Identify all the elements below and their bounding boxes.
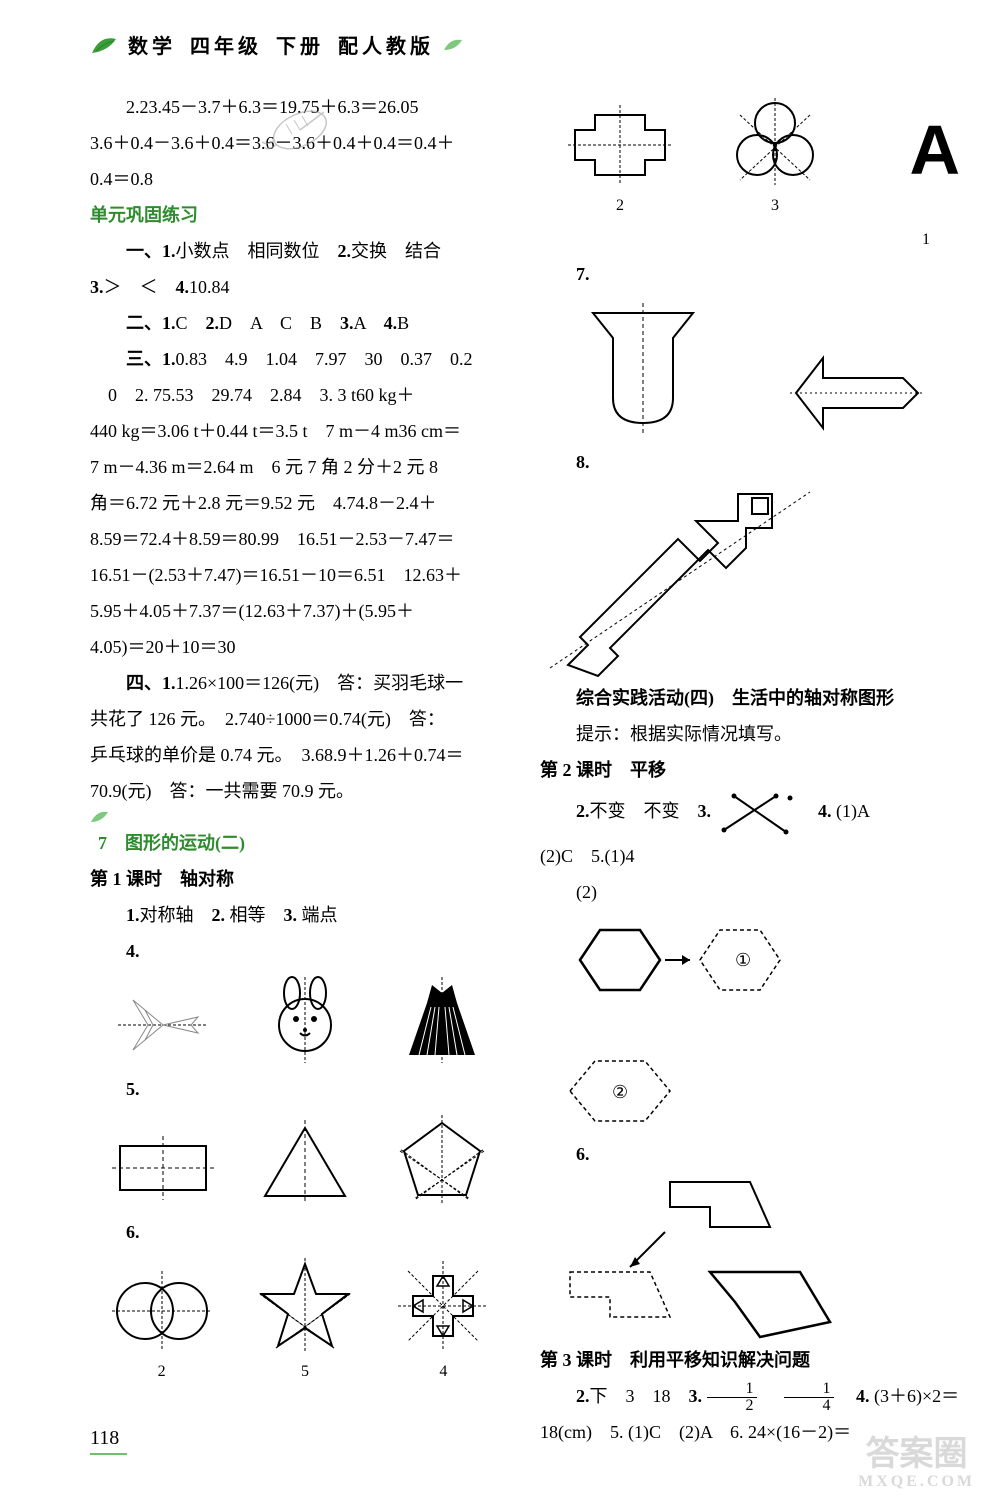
big-letter-a: A: [909, 110, 960, 190]
content-columns: 2.23.45－3.7＋6.3＝19.75＋6.3＝26.05 3.6＋0.4－…: [90, 89, 960, 1450]
hexagon-dashed-figure-icon: ②: [540, 1046, 700, 1136]
chapter-7-title: 7 图形的运动(二): [90, 809, 510, 861]
figure-row-4: [90, 975, 510, 1065]
text-line: 乒乓球的单价是 0.74 元。 3.68.9＋1.26＋0.74＝: [90, 737, 510, 773]
fig-label: 2: [158, 1356, 166, 1388]
text-line: 二、1.C 2.D A C B 3.A 4.B: [90, 305, 510, 341]
fig-label: 4: [439, 1356, 447, 1388]
activity-title: 综合实践活动(四) 生活中的轴对称图形: [540, 680, 960, 716]
triangle-figure-icon: [255, 1118, 355, 1208]
circle-1-label: ①: [735, 950, 751, 970]
rectangle-figure-icon: [108, 1128, 218, 1208]
figure-5-2: ① ②: [540, 910, 960, 1136]
fig-label: 3: [771, 190, 779, 222]
leaf-right-icon: [442, 36, 464, 54]
fig-label: 5: [301, 1356, 309, 1388]
figure-8: [540, 480, 960, 680]
lesson-1-title: 第 1 课时 轴对称: [90, 861, 510, 897]
fig-label: 1: [922, 231, 930, 248]
arrow-figure-icon: [788, 348, 928, 438]
text-line: 1.对称轴 2. 相等 3. 端点: [90, 897, 510, 933]
lesson-2-title: 第 2 课时 平移: [540, 752, 960, 788]
header-volume: 下册: [276, 30, 324, 59]
leaf-icon: [90, 33, 120, 57]
carrot-watermark-icon: [250, 90, 340, 160]
q6b-label: 6.: [540, 1136, 960, 1172]
text-line: 16.51－(2.53＋7.47)＝16.51－10＝6.51 12.63＋: [90, 557, 510, 593]
left-column: 2.23.45－3.7＋6.3＝19.75＋6.3＝26.05 3.6＋0.4－…: [90, 89, 510, 1450]
text-line: 一、1.一、1.小数点 相同数位 2.交换 结合小数点 相同数位 2.交换 结合: [90, 233, 510, 269]
page-number: 118: [90, 1427, 127, 1455]
three-circles-figure-icon: [725, 95, 825, 190]
right-column: 2 3 1 7.: [540, 89, 960, 1450]
watermark-main: 答案圈: [858, 1438, 975, 1472]
figure-6b: [540, 1172, 960, 1342]
text-line: 440 kg＝3.06 t＋0.44 t＝3.5 t 7 m－4 m36 cm＝: [90, 413, 510, 449]
hexagon-translate-figure-icon: ①: [540, 910, 800, 1010]
q4-label: 4.: [90, 933, 510, 969]
q5-label: 5.: [90, 1071, 510, 1107]
text-line: 0 2. 75.53 29.74 2.84 3. 3 t60 kg＋: [90, 377, 510, 413]
chapter-7-label: 7 图形的运动(二): [98, 833, 245, 853]
leaf-icon: [90, 809, 510, 825]
figure-row-5: [90, 1113, 510, 1208]
page-header: 数学 四年级 下册 配人教版: [90, 30, 960, 59]
text-line: 2.不变 不变 3. 4. (1)A: [540, 788, 960, 838]
text-line: (2): [540, 874, 960, 910]
dress-figure-icon: [397, 975, 487, 1065]
cross-shape-figure-icon: [565, 100, 675, 190]
q8-label: 8.: [540, 444, 960, 480]
text-line: (2)C 5.(1)4: [540, 838, 960, 874]
pentagon-figure-icon: [392, 1113, 492, 1208]
unit-review-title: 单元巩固练习: [90, 197, 510, 233]
header-grade: 四年级: [190, 30, 262, 59]
text-line: 角＝6.72 元＋2.8 元＝9.52 元 4.74.8－2.4＋: [90, 485, 510, 521]
text-line: 3.＞ ＜ 4.10.84: [90, 269, 510, 305]
quad-translate-figure-icon: [540, 1172, 840, 1342]
text-line: 8.59＝72.4＋8.59＝80.99 16.51－2.53－7.47＝: [90, 521, 510, 557]
fig-label: 2: [616, 190, 624, 222]
figure-row-top: 2 3: [540, 95, 960, 222]
shield-figure-icon: [573, 298, 723, 438]
star-figure-icon: [250, 1256, 360, 1356]
lesson-3-title: 第 3 课时 利用平移知识解决问题: [540, 1342, 960, 1378]
cross-pattern-figure-icon: [393, 1256, 493, 1356]
diagonal-shape-figure-icon: [540, 480, 820, 680]
bunny-figure-icon: [260, 975, 350, 1065]
text-line: 三、1.0.83 4.9 1.04 7.97 30 0.37 0.2: [90, 341, 510, 377]
text-line: 4.05)＝20＋10＝30: [90, 629, 510, 665]
cross-lines-figure-icon: [716, 788, 796, 838]
text-line: 70.9(元) 答：一共需要 70.9 元。: [90, 773, 510, 809]
figure-row-6: 2 5: [90, 1256, 510, 1388]
airplane-figure-icon: [113, 985, 213, 1065]
text-line: 共花了 126 元。 2.740÷1000＝0.74(元) 答：: [90, 701, 510, 737]
header-edition: 配人教版: [338, 30, 434, 59]
activity-hint: 提示：根据实际情况填写。: [540, 716, 960, 752]
two-circles-figure-icon: [107, 1266, 217, 1356]
figure-row-7: [540, 298, 960, 438]
text-line: 0.4＝0.8: [90, 161, 510, 197]
text-line: 四、1.1.26×100＝126(元) 答：买羽毛球一: [90, 665, 510, 701]
circle-2-label: ②: [612, 1082, 628, 1102]
header-subject: 数学: [128, 30, 176, 59]
watermark-sub: MXQE.COM: [858, 1474, 975, 1490]
q6-label: 6.: [90, 1214, 510, 1250]
watermark: 答案圈 MXQE.COM: [858, 1438, 975, 1490]
text-line: 5.95＋4.05＋7.37＝(12.63＋7.37)＋(5.95＋: [90, 593, 510, 629]
text-line: 7 m－4.36 m＝2.64 m 6 元 7 角 2 分＋2 元 8: [90, 449, 510, 485]
text-line: 2.下 3 18 3. 12 14 4. (3＋6)×2＝: [540, 1378, 960, 1414]
page-root: 数学 四年级 下册 配人教版 A 2.23.45－3.7＋6.3＝19.75＋6…: [0, 0, 1000, 1505]
q7-label: 7.: [540, 256, 960, 292]
